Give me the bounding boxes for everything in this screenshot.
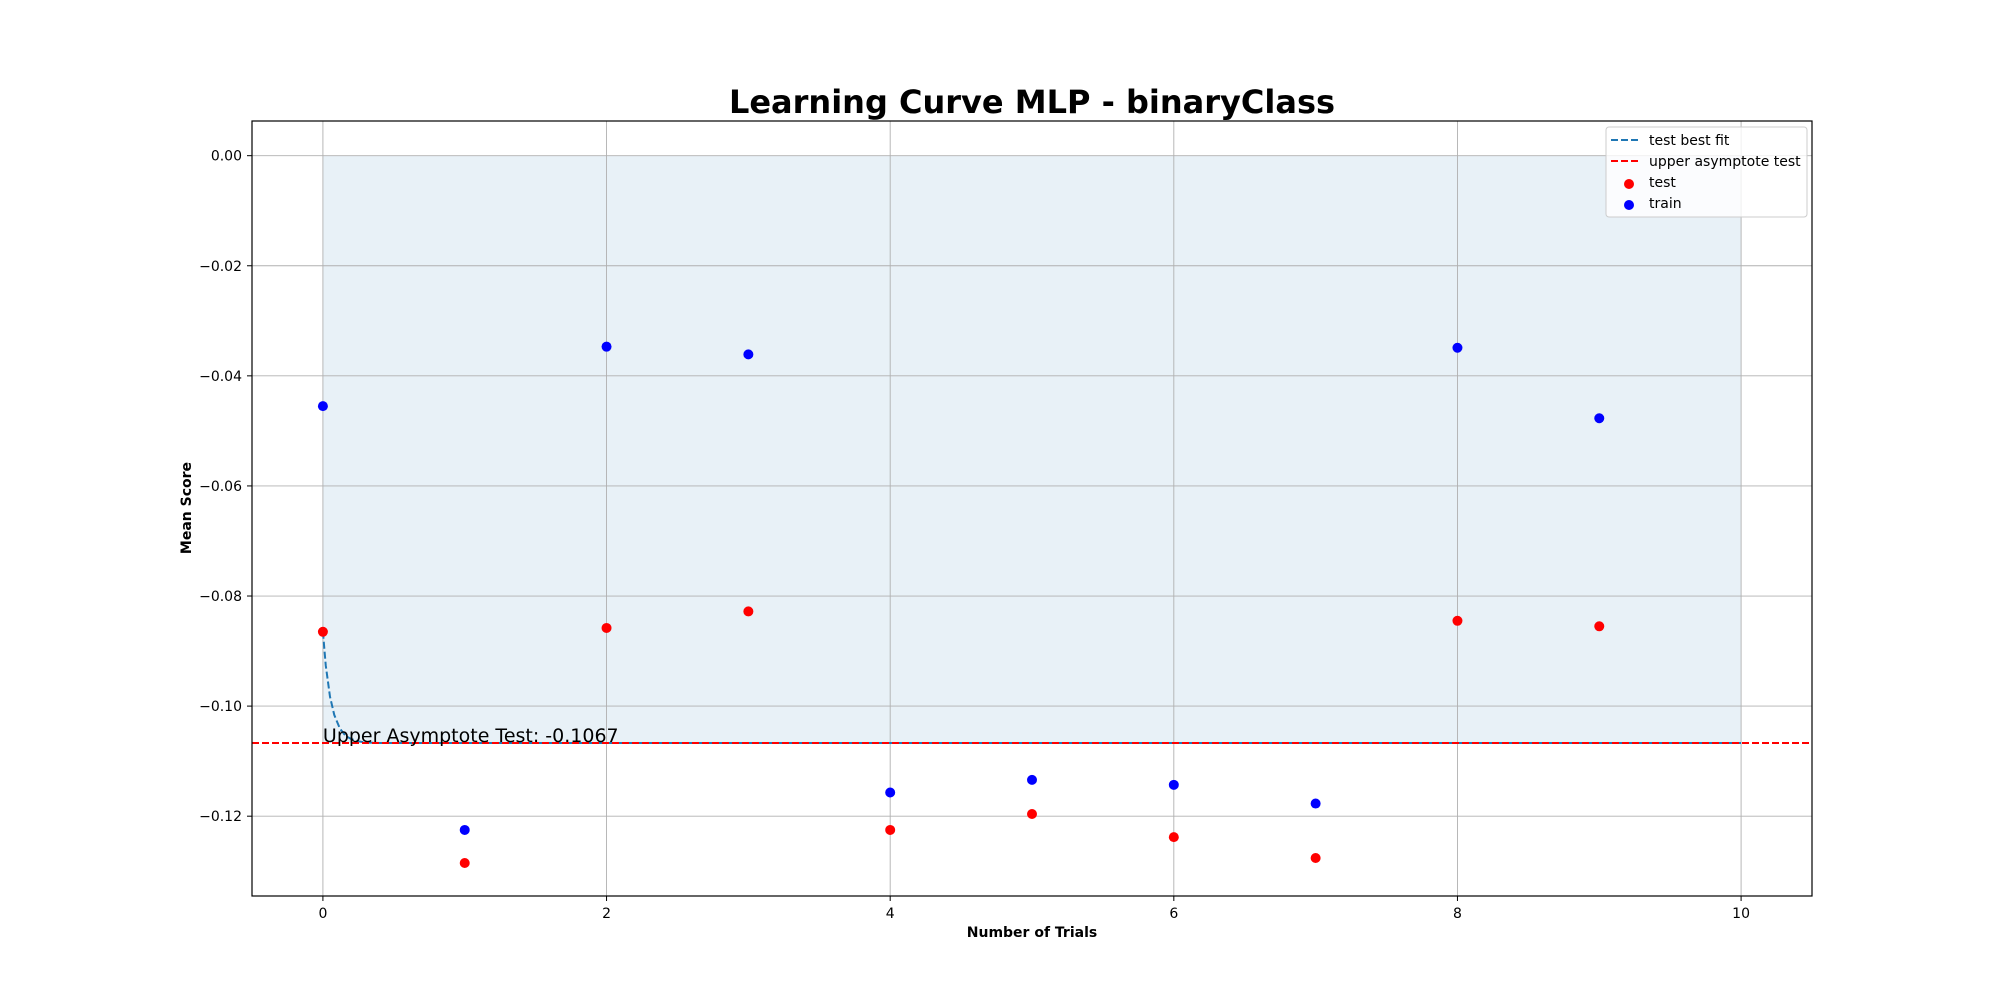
y-tick-label: −0.06 — [199, 479, 242, 495]
legend-test-label: test — [1649, 175, 1676, 191]
x-tick-label: 4 — [886, 906, 895, 922]
legend-test-best-fit-label: test best fit — [1649, 133, 1730, 149]
asymptote-annotation: Upper Asymptote Test: -0.1067 — [323, 725, 619, 747]
train-point — [601, 341, 612, 352]
legend-test-marker — [1624, 179, 1634, 189]
y-axis-label: Mean Score — [179, 462, 195, 554]
test-point — [317, 626, 328, 637]
test-point — [601, 622, 612, 633]
test-point — [1168, 832, 1179, 843]
test-point — [1594, 621, 1605, 632]
x-axis-label: Number of Trials — [967, 925, 1097, 941]
legend-train-marker — [1624, 200, 1634, 210]
test-point — [1027, 808, 1037, 819]
x-tick-label: 2 — [602, 906, 611, 922]
legend-box — [1605, 126, 1808, 218]
train-point — [317, 401, 328, 412]
test-point — [743, 606, 754, 617]
train-point — [1027, 774, 1037, 785]
legend-upper-asymptote-test-label: upper asymptote test — [1649, 154, 1801, 170]
train-point — [1168, 779, 1179, 790]
legend-train-label: train — [1649, 196, 1682, 212]
y-tick-label: −0.10 — [199, 699, 242, 715]
test-point — [1452, 615, 1463, 626]
legend: test best fit upper asymptote test test tra… — [1605, 126, 1808, 218]
test-point — [885, 824, 896, 835]
y-tick-label: −0.08 — [199, 589, 242, 605]
x-tick-label: 10 — [1732, 906, 1750, 922]
y-tick-label: −0.12 — [199, 809, 242, 825]
train-point — [1310, 798, 1321, 809]
train-point — [459, 824, 470, 835]
x-tick-label: 8 — [1453, 906, 1462, 922]
train-point — [1594, 413, 1605, 424]
plot-area: Upper Asymptote Test: -0.1067 — [252, 121, 1812, 896]
train-point — [885, 787, 896, 798]
shaded-region — [322, 155, 1742, 743]
test-point — [459, 857, 470, 868]
test-point — [1310, 853, 1321, 864]
y-tick-label: 0.00 — [211, 149, 242, 165]
x-tick-label: 0 — [318, 906, 327, 922]
train-point — [1452, 342, 1463, 353]
chart-title: Learning Curve MLP - binaryClass — [729, 83, 1335, 121]
plot-frame — [251, 120, 1813, 897]
train-point — [743, 349, 754, 360]
axis-ticks: 0 2 4 6 8 10 0.00 −0.02 −0.04 −0.06 −0.08 −0.10 −0.1… — [199, 149, 1750, 922]
x-tick-label: 6 — [1169, 906, 1178, 922]
y-tick-label: −0.02 — [199, 259, 242, 275]
y-tick-label: −0.04 — [199, 369, 242, 385]
